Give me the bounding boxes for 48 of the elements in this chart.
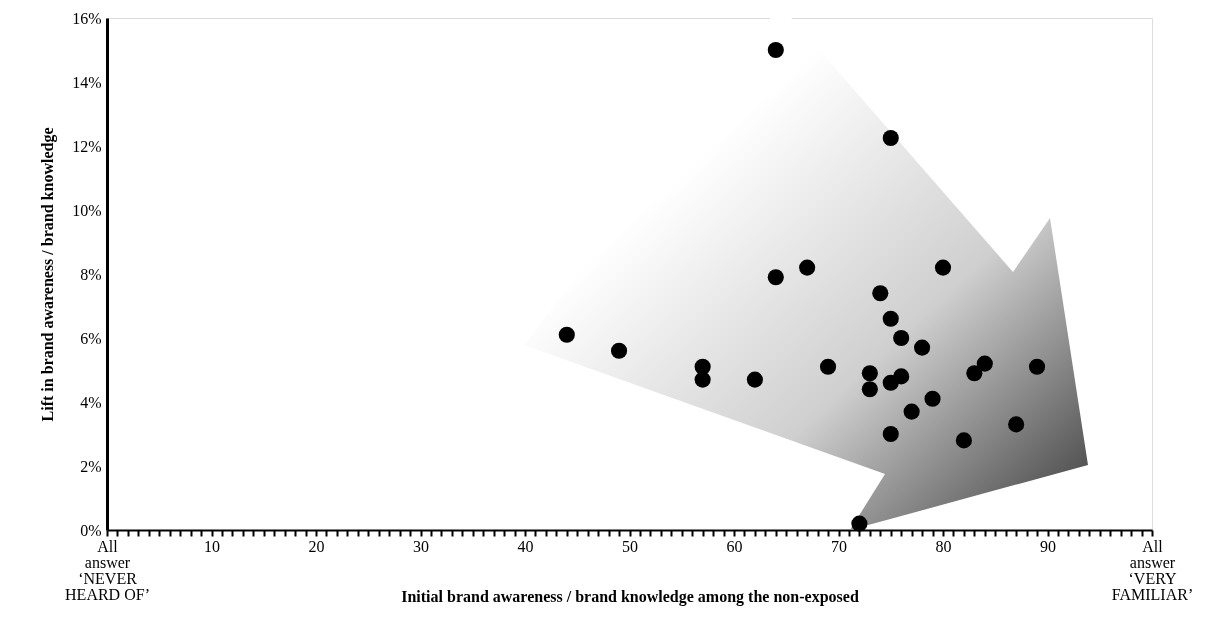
point: [1028, 358, 1046, 375]
x-tick-label: 10: [204, 537, 220, 555]
point: [746, 371, 763, 388]
x-tick-label: 70: [831, 537, 847, 555]
point: [767, 41, 784, 59]
x-tick-label: 90: [1040, 537, 1056, 555]
x-tick-label: 80: [935, 537, 952, 555]
point: [924, 390, 941, 407]
y-tick-label: 16%: [72, 9, 102, 27]
y-tick-label: 0%: [80, 521, 102, 539]
x-tick-label: All answer ‘NEVER HEARD OF’: [65, 537, 150, 603]
x-tick-label: 40: [517, 537, 534, 555]
x-tick-label: 30: [413, 537, 429, 555]
y-tick-label: 6%: [80, 329, 102, 347]
y-tick-label: 12%: [72, 137, 102, 155]
point: [819, 358, 837, 375]
point: [882, 374, 899, 391]
point: [851, 515, 868, 532]
x-tick-label: 20: [308, 537, 325, 555]
x-tick-label: 50: [622, 537, 638, 555]
y-tick-label: 2%: [80, 457, 102, 475]
point: [966, 365, 983, 382]
point: [955, 432, 972, 449]
point: [882, 129, 899, 147]
point: [882, 425, 899, 443]
y-tick-label: 8%: [80, 265, 102, 283]
y-tick-label: 14%: [72, 73, 102, 91]
point: [903, 403, 920, 420]
y-tick-label: 4%: [80, 393, 102, 411]
point: [882, 310, 899, 327]
point: [767, 269, 784, 286]
point: [893, 329, 910, 347]
point: [914, 339, 931, 356]
point: [872, 285, 889, 302]
x-tick-label: 60: [726, 537, 743, 555]
point: [861, 365, 878, 382]
point: [976, 355, 993, 372]
point: [861, 381, 878, 398]
y-axis-title: Lift in brand awareness / brand knowledge: [39, 127, 58, 422]
x-tick-label: All answer ‘VERY FAMILIAR’: [1111, 537, 1194, 603]
point: [1008, 416, 1025, 433]
point: [799, 259, 816, 276]
x-axis-title: Initial brand awareness / brand knowledge among the non-exposed: [401, 587, 859, 606]
point: [610, 342, 628, 359]
point: [694, 371, 711, 388]
y-tick-label: 10%: [72, 201, 102, 219]
point: [558, 326, 575, 343]
point: [934, 259, 952, 276]
